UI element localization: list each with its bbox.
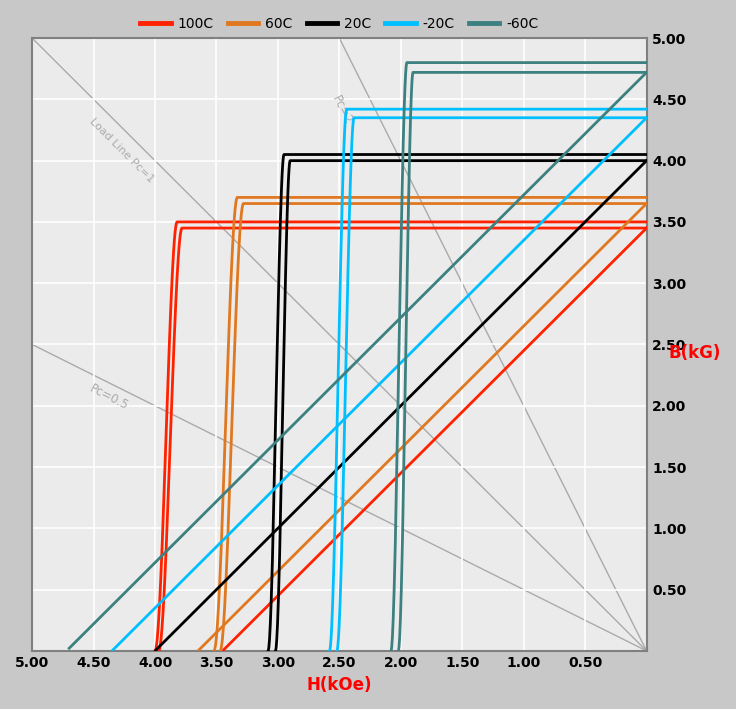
Text: Pc=2: Pc=2: [330, 94, 355, 127]
Text: Load Line Pc=1: Load Line Pc=1: [88, 117, 155, 185]
X-axis label: H(kOe): H(kOe): [307, 676, 372, 694]
Y-axis label: B(kG): B(kG): [668, 345, 721, 362]
Legend: 100C, 60C, 20C, -20C, -60C: 100C, 60C, 20C, -20C, -60C: [135, 11, 544, 36]
Text: Pc=0.5: Pc=0.5: [88, 382, 130, 413]
